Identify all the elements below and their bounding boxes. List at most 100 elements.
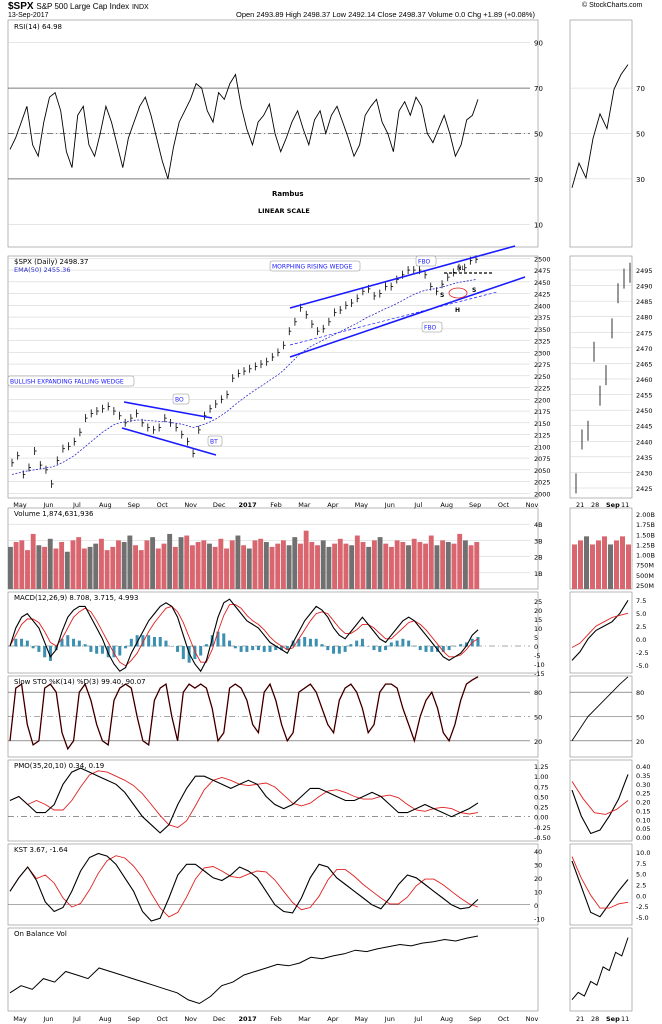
macd-histogram-bar (314, 638, 318, 647)
side-pmo-tick: 0.00 (636, 834, 650, 842)
volume-bar (349, 545, 355, 589)
price-tick-label: 2100 (534, 443, 551, 451)
exchange-label: INDX (131, 4, 149, 11)
rambus-annotation: Rambus (272, 190, 304, 198)
bottom-x-tick: Jun (42, 1015, 53, 1023)
macd-histogram-bar (233, 646, 237, 649)
bottom-x-tick: Aug (99, 1015, 112, 1023)
price-tick-label: 2275 (534, 361, 551, 369)
macd-tick-label: -10 (534, 661, 545, 669)
price-tick-label: 2500 (534, 255, 551, 263)
rsi-tick-label: 10 (534, 221, 543, 229)
macd-histogram-bar (112, 646, 116, 658)
sto-k-line (9, 676, 479, 750)
volume-bar (36, 545, 42, 589)
side-volume-tick: 500M (636, 572, 654, 580)
macd-histogram-bar (135, 635, 139, 647)
volume-bar (394, 540, 400, 589)
bottom-x-tick: Oct (498, 1015, 510, 1023)
side-kst-tick: 0.0 (636, 892, 646, 900)
macd-histogram-bar (407, 640, 411, 647)
bottom-x-tick: Feb (270, 1015, 282, 1023)
kst-tick-label: 20 (534, 875, 542, 883)
bottom-x-tick: Mar (298, 1015, 311, 1023)
side-volume-bar (584, 536, 589, 589)
macd-tick-label: -5 (534, 652, 540, 660)
rsi-tick-label: 90 (534, 40, 543, 48)
volume-bar (371, 540, 377, 589)
head-ellipse (448, 287, 468, 299)
obv-title: On Balance Vol (14, 930, 67, 938)
bottom-x-tick: Aug (440, 1015, 453, 1023)
macd-tick-label: 0 (534, 643, 538, 651)
volume-bar (42, 546, 48, 589)
macd-histogram-bar (100, 646, 104, 654)
volume-bar (195, 542, 201, 589)
panel-frame-pmo (7, 759, 539, 842)
volume-bar (303, 530, 309, 589)
side-macd-tick: 7.5 (636, 597, 646, 605)
side-kst-line (571, 860, 629, 918)
side-panel-frame-pmo (569, 759, 633, 842)
price-tick-label: 2400 (534, 302, 551, 310)
side-price-tick: 2470 (636, 345, 653, 353)
macd-histogram-bar (89, 646, 93, 652)
volume-bar (13, 542, 19, 589)
volume-bar (451, 543, 457, 589)
volume-bar (411, 538, 417, 589)
volume-bar (229, 540, 235, 589)
side-price-tick: 2475 (636, 329, 653, 337)
macd-histogram-bar (280, 646, 284, 651)
macd-histogram-bar (343, 646, 347, 652)
volume-bar (19, 540, 25, 589)
volume-bar (93, 543, 99, 589)
side-pmo-tick: 0.40 (636, 763, 650, 771)
price-tick-label: 2425 (534, 291, 551, 299)
morphing-wedge-label-box (269, 260, 361, 272)
side-price-tick: 2495 (636, 267, 653, 275)
price-x-tick: Apr (327, 501, 339, 509)
side-volume-bar (602, 536, 607, 589)
macd-histogram-bar (164, 640, 168, 647)
side-bottom-x-tick: 21 (576, 1015, 584, 1023)
price-tick-label: 2175 (534, 408, 551, 416)
macd-histogram-bar (291, 640, 295, 647)
side-panel-frame-price (569, 255, 633, 499)
side-volume-bar (608, 544, 613, 589)
rising-wedge-upper (289, 245, 516, 309)
rsi-line (9, 73, 479, 180)
side-x-tick: Sep (606, 501, 620, 509)
side-pmo-tick: 0.15 (636, 807, 650, 815)
macd-histogram-bar (31, 646, 35, 649)
price-tick-label: 2025 (534, 479, 551, 487)
macd-histogram-bar (48, 646, 52, 661)
price-tick-label: 2200 (534, 396, 551, 404)
volume-bar (138, 550, 144, 589)
price-tick-label: 2150 (534, 420, 551, 428)
side-volume-tick: 250M (636, 582, 654, 590)
macd-histogram-bar (37, 646, 41, 652)
macd-histogram-bar (360, 638, 364, 647)
side-price-tick: 2465 (636, 360, 653, 368)
macd-histogram-bar (262, 646, 266, 652)
volume-tick-label: 2B (534, 554, 543, 562)
volume-bar (474, 542, 480, 589)
side-pmo-tick: 0.05 (636, 825, 650, 833)
volume-bar (343, 543, 349, 589)
macd-histogram-bar (152, 637, 156, 647)
volume-bar (440, 540, 446, 589)
volume-bar (258, 538, 264, 589)
side-pmo-tick: 0.35 (636, 772, 650, 780)
bullish-wedge-label: BULLISH EXPANDING FALLING WEDGE (10, 379, 124, 386)
price-x-tick: May (355, 501, 369, 509)
side-volume-bar (596, 540, 601, 589)
price-x-tick: Dec (213, 501, 226, 509)
head-label: H (455, 307, 460, 314)
macd-histogram-bar (308, 638, 312, 647)
macd-histogram-bar (476, 637, 480, 647)
macd-histogram-bar (158, 637, 162, 647)
bo-label-box (172, 393, 190, 405)
kst-tick-label: 0 (534, 902, 538, 910)
